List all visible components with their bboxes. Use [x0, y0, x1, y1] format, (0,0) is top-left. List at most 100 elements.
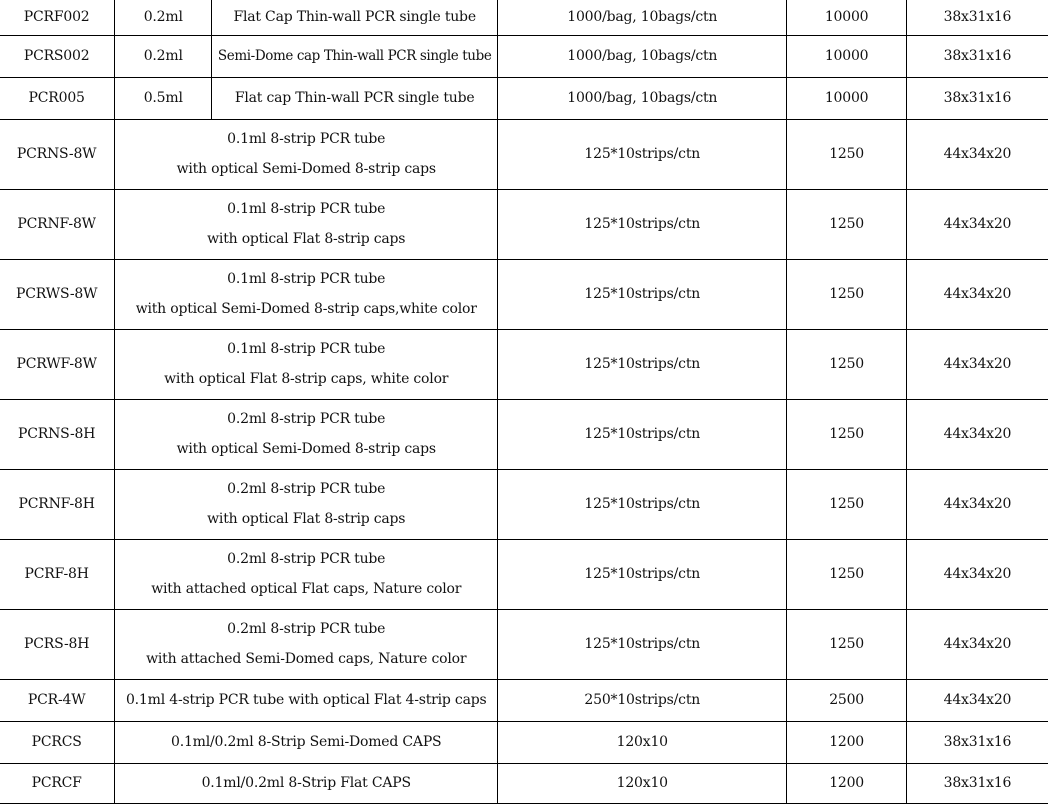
table-row: PCRWS-8W 0.1ml 8-strip PCR tube with optic… — [0, 258, 1048, 330]
carton-size-cell: 38x31x16 — [905, 720, 1048, 764]
description-line: with optical Semi-Domed 8-strip caps,whi… — [135, 301, 477, 317]
quantity-cell: 2500 — [786, 678, 907, 722]
product-code-cell: PCRCS — [0, 720, 116, 764]
description-line: with optical Flat 8-strip caps — [207, 231, 406, 247]
description-line: Flat Cap Thin-wall PCR single tube — [233, 8, 476, 25]
description-cell: Semi-Dome cap Thin-wall PCR single tube — [211, 34, 499, 78]
description-line: 0.2ml 8-strip PCR tube — [227, 411, 386, 427]
description-line: 0.2ml 8-strip PCR tube — [227, 621, 386, 637]
description-line: 0.1ml/0.2ml 8-Strip Flat CAPS — [201, 775, 411, 791]
table-row: PCRWF-8W 0.1ml 8-strip PCR tube with optic… — [0, 328, 1048, 400]
table-row: PCRS002 0.2ml Semi-Dome cap Thin-wall PCR … — [0, 34, 1048, 78]
quantity-cell: 10000 — [786, 0, 907, 36]
packing-cell: 125*10strips/ctn — [497, 608, 788, 680]
quantity-cell: 1250 — [786, 188, 907, 260]
carton-size-cell: 44x34x20 — [905, 468, 1048, 540]
product-code-cell: PCR-4W — [0, 678, 116, 722]
quantity-cell: 1250 — [786, 258, 907, 330]
volume-cell: 0.2ml — [114, 0, 213, 36]
description-cell: 0.1ml/0.2ml 8-Strip Semi-Domed CAPS — [114, 720, 499, 764]
description-line: 0.2ml 8-strip PCR tube — [227, 481, 386, 497]
packing-cell: 1000/bag, 10bags/ctn — [497, 0, 788, 36]
description-cell: 0.2ml 8-strip PCR tube with attached opti… — [114, 538, 499, 610]
product-code-cell: PCRCF — [0, 762, 116, 804]
table-row: PCRNS-8H 0.2ml 8-strip PCR tube with optic… — [0, 398, 1048, 470]
description-line: with optical Semi-Domed 8-strip caps — [176, 161, 437, 177]
packing-cell: 125*10strips/ctn — [497, 328, 788, 400]
description-cell: 0.1ml 8-strip PCR tube with optical Semi-… — [114, 258, 499, 330]
carton-size-cell: 44x34x20 — [905, 398, 1048, 470]
packing-cell: 120x10 — [497, 720, 788, 764]
carton-size-cell: 38x31x16 — [905, 76, 1048, 120]
packing-cell: 125*10strips/ctn — [497, 468, 788, 540]
product-code-cell: PCRF002 — [0, 0, 116, 36]
description-cell: Flat Cap Thin-wall PCR single tube — [211, 0, 499, 36]
description-line: 0.1ml 8-strip PCR tube — [227, 341, 386, 357]
carton-size-cell: 38x31x16 — [905, 0, 1048, 36]
description-line: Semi-Dome cap Thin-wall PCR single tube — [217, 48, 492, 64]
description-line: Flat cap Thin-wall PCR single tube — [234, 90, 475, 106]
product-code-cell: PCR005 — [0, 76, 116, 120]
packing-cell: 125*10strips/ctn — [497, 118, 788, 190]
carton-size-cell: 44x34x20 — [905, 608, 1048, 680]
quantity-cell: 1250 — [786, 608, 907, 680]
carton-size-cell: 38x31x16 — [905, 34, 1048, 78]
product-code-cell: PCRNS-8H — [0, 398, 116, 470]
product-code-cell: PCRWF-8W — [0, 328, 116, 400]
product-code-cell: PCRS-8H — [0, 608, 116, 680]
table-row: PCRF-8H 0.2ml 8-strip PCR tube with attach… — [0, 538, 1048, 610]
volume-cell: 0.5ml — [114, 76, 213, 120]
description-line: with attached optical Flat caps, Nature … — [151, 581, 462, 597]
description-cell: 0.2ml 8-strip PCR tube with optical Semi-… — [114, 398, 499, 470]
table-row: PCRF002 0.2ml Flat Cap Thin-wall PCR singl… — [0, 0, 1048, 36]
quantity-cell: 1200 — [786, 762, 907, 804]
description-cell: 0.1ml 8-strip PCR tube with optical Flat … — [114, 328, 499, 400]
description-cell: 0.2ml 8-strip PCR tube with attached Semi… — [114, 608, 499, 680]
packing-cell: 125*10strips/ctn — [497, 398, 788, 470]
description-line: with optical Semi-Domed 8-strip caps — [176, 441, 437, 457]
table-row: PCR005 0.5ml Flat cap Thin-wall PCR single… — [0, 76, 1048, 120]
table-row: PCRNF-8H 0.2ml 8-strip PCR tube with optic… — [0, 468, 1048, 540]
description-line: 0.1ml/0.2ml 8-Strip Semi-Domed CAPS — [170, 734, 442, 750]
description-line: 0.1ml 8-strip PCR tube — [227, 131, 386, 147]
description-cell: 0.1ml/0.2ml 8-Strip Flat CAPS — [114, 762, 499, 804]
carton-size-cell: 38x31x16 — [905, 762, 1048, 804]
table-row: PCRS-8H 0.2ml 8-strip PCR tube with attach… — [0, 608, 1048, 680]
product-code-cell: PCRWS-8W — [0, 258, 116, 330]
carton-size-cell: 44x34x20 — [905, 188, 1048, 260]
carton-size-cell: 44x34x20 — [905, 538, 1048, 610]
quantity-cell: 1250 — [786, 468, 907, 540]
quantity-cell: 1250 — [786, 538, 907, 610]
carton-size-cell: 44x34x20 — [905, 328, 1048, 400]
packing-cell: 125*10strips/ctn — [497, 188, 788, 260]
description-line: with optical Flat 8-strip caps, white co… — [164, 371, 449, 387]
quantity-cell: 10000 — [786, 76, 907, 120]
table-row: PCRCF 0.1ml/0.2ml 8-Strip Flat CAPS 120x10… — [0, 762, 1048, 804]
quantity-cell: 10000 — [786, 34, 907, 78]
table-row: PCR-4W 0.1ml 4-strip PCR tube with optica… — [0, 678, 1048, 722]
quantity-cell: 1250 — [786, 118, 907, 190]
packing-cell: 120x10 — [497, 762, 788, 804]
quantity-cell: 1200 — [786, 720, 907, 764]
carton-size-cell: 44x34x20 — [905, 118, 1048, 190]
product-code-cell: PCRNS-8W — [0, 118, 116, 190]
packing-cell: 250*10strips/ctn — [497, 678, 788, 722]
product-code-cell: PCRS002 — [0, 34, 116, 78]
description-line: 0.1ml 4-strip PCR tube with optical Flat… — [125, 692, 487, 708]
description-cell: 0.1ml 8-strip PCR tube with optical Flat … — [114, 188, 499, 260]
description-line: with attached Semi-Domed caps, Nature co… — [146, 651, 467, 667]
packing-cell: 125*10strips/ctn — [497, 258, 788, 330]
description-line: 0.1ml 8-strip PCR tube — [227, 271, 386, 287]
product-code-cell: PCRNF-8W — [0, 188, 116, 260]
packing-cell: 125*10strips/ctn — [497, 538, 788, 610]
product-code-cell: PCRNF-8H — [0, 468, 116, 540]
table-row: PCRNF-8W 0.1ml 8-strip PCR tube with optic… — [0, 188, 1048, 260]
description-cell: Flat cap Thin-wall PCR single tube — [211, 76, 499, 120]
packing-cell: 1000/bag, 10bags/ctn — [497, 34, 788, 78]
description-line: with optical Flat 8-strip caps — [207, 511, 406, 527]
carton-size-cell: 44x34x20 — [905, 678, 1048, 722]
description-cell: 0.1ml 8-strip PCR tube with optical Semi-… — [114, 118, 499, 190]
description-line: 0.1ml 8-strip PCR tube — [227, 201, 386, 217]
